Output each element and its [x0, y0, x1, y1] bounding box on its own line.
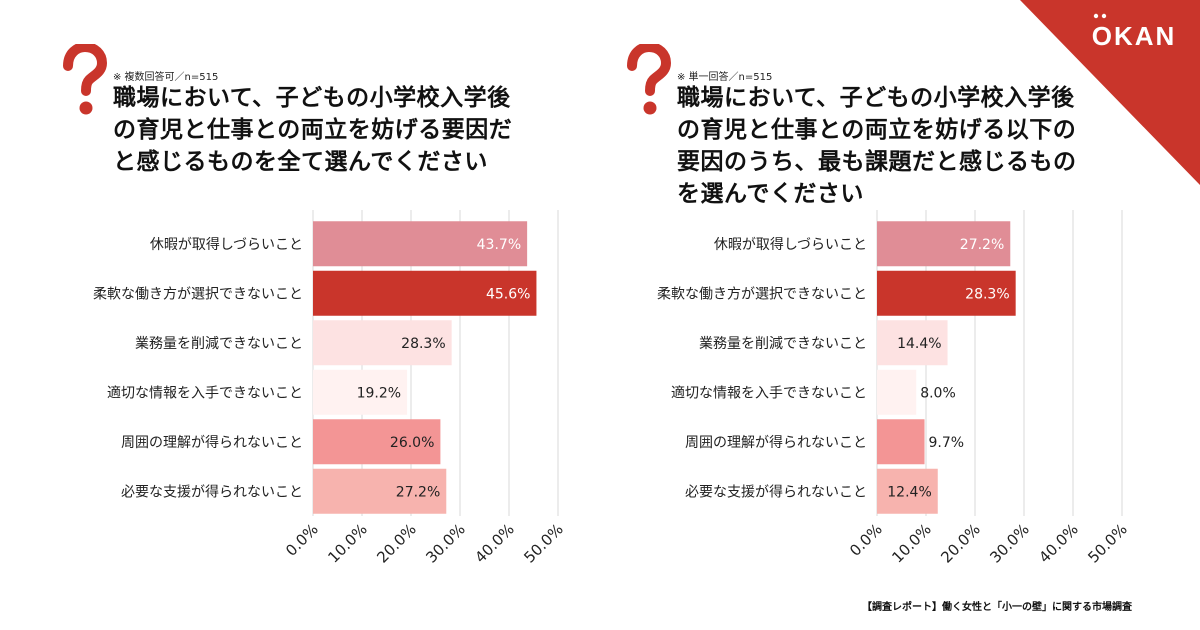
tick-label: 50.0%: [1084, 520, 1130, 566]
tick-label: 0.0%: [846, 520, 886, 560]
value-label: 8.0%: [920, 385, 956, 401]
tick-label: 10.0%: [324, 520, 370, 566]
question-line: 要因のうち、最も課題だと感じるもの: [677, 149, 1077, 175]
question-line: 職場において、子どもの小学校入学後: [677, 85, 1075, 111]
bar: [313, 468, 447, 514]
value-label: 43.7%: [477, 237, 521, 253]
bar-chart-multiple-answer: 休暇が取得しづらいこと 43.7% 柔軟な働き方が選択できないこと 45.6% 業務量を…: [93, 210, 567, 567]
question-line: の育児と仕事との両立を妨げる要因だ: [113, 117, 513, 143]
value-label: 45.6%: [486, 286, 530, 302]
answer-type-note: ※ 複数回答可／n=515: [113, 72, 219, 83]
tick-label: 20.0%: [937, 520, 983, 566]
category-label: 休暇が取得しづらいこと: [714, 236, 867, 253]
bar: [313, 221, 528, 267]
answer-type-note: ※ 単一回答／n=515: [677, 72, 773, 83]
logo-dot-right: [1101, 13, 1107, 19]
bar: [313, 320, 452, 366]
bar: [877, 270, 1016, 316]
question-mark-icon: [627, 44, 672, 115]
category-label: 柔軟な働き方が選択できないこと: [93, 286, 303, 302]
category-label: 適切な情報を入手できないこと: [671, 384, 867, 401]
category-label: 必要な支援が得られないこと: [685, 483, 867, 500]
question-line: 職場において、子どもの小学校入学後: [113, 85, 511, 111]
bar: [877, 468, 938, 514]
value-label: 26.0%: [390, 435, 434, 451]
bar: [313, 419, 441, 465]
bar-chart-single-answer: 休暇が取得しづらいこと 27.2% 柔軟な働き方が選択できないこと 28.3% 業務量を…: [657, 210, 1131, 567]
value-label: 12.4%: [887, 484, 931, 500]
value-label: 14.4%: [897, 336, 941, 352]
category-label: 周囲の理解が得られないこと: [121, 434, 303, 451]
panel-single-answer: ※ 単一回答／n=515 職場において、子どもの小学校入学後 の育児と仕事との両…: [600, 0, 1200, 630]
category-label: 必要な支援が得られないこと: [121, 483, 303, 500]
category-label: 適切な情報を入手できないこと: [107, 384, 303, 401]
tick-label: 30.0%: [422, 520, 468, 566]
category-label: 業務量を削減できないこと: [699, 335, 867, 352]
category-label: 周囲の理解が得られないこと: [685, 434, 867, 451]
value-label: 19.2%: [357, 385, 401, 401]
tick-label: 20.0%: [373, 520, 419, 566]
tick-label: 40.0%: [1035, 520, 1081, 566]
tick-label: 50.0%: [520, 520, 566, 566]
tick-label: 30.0%: [986, 520, 1032, 566]
question-title: 職場において、子どもの小学校入学後 の育児と仕事との両立を妨げる以下の 要因のう…: [677, 82, 1077, 210]
question-mark-icon: [63, 44, 108, 115]
bar: [313, 369, 408, 415]
question-title: 職場において、子どもの小学校入学後 の育児と仕事との両立を妨げる要因だ と感じる…: [113, 82, 512, 178]
value-label: 27.2%: [960, 237, 1004, 253]
bar: [877, 320, 948, 366]
value-label: 28.3%: [965, 286, 1009, 302]
bar: [877, 419, 925, 465]
corner-triangle: [1020, 0, 1200, 185]
category-label: 業務量を削減できないこと: [135, 335, 303, 352]
brand-logo: OKAN: [1092, 21, 1177, 51]
bar: [877, 369, 917, 415]
question-line: と感じるものを全て選んでください: [113, 149, 488, 175]
logo-dot-left: [1093, 13, 1099, 19]
tick-label: 0.0%: [282, 520, 322, 560]
tick-label: 40.0%: [471, 520, 517, 566]
tick-label: 10.0%: [888, 520, 934, 566]
value-label: 28.3%: [401, 336, 445, 352]
report-footer: 【調査レポート】働く女性と「小一の壁」に関する市場調査: [862, 602, 1132, 613]
question-line: を選んでください: [677, 181, 864, 207]
value-label: 9.7%: [929, 435, 965, 451]
bar: [313, 270, 537, 316]
question-line: の育児と仕事との両立を妨げる以下の: [677, 117, 1077, 143]
category-label: 柔軟な働き方が選択できないこと: [657, 286, 867, 302]
panel-multiple-answer: ※ 複数回答可／n=515 職場において、子どもの小学校入学後 の育児と仕事との…: [63, 44, 567, 567]
category-label: 休暇が取得しづらいこと: [150, 236, 303, 253]
value-label: 27.2%: [396, 484, 440, 500]
bar: [877, 221, 1011, 267]
